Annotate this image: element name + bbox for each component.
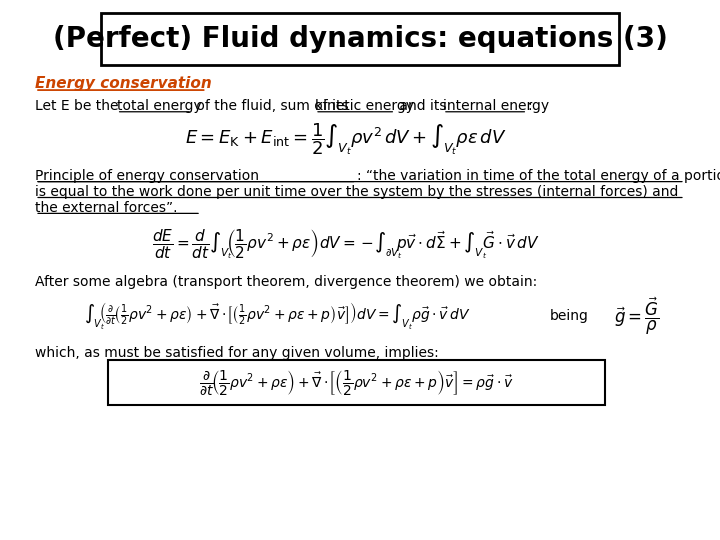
Text: Let E be the: Let E be the bbox=[35, 99, 123, 113]
Text: :: : bbox=[527, 99, 532, 113]
Text: is equal to the work done per unit time over the system by the stresses (interna: is equal to the work done per unit time … bbox=[35, 185, 678, 199]
Text: Principle of energy conservation: Principle of energy conservation bbox=[35, 169, 259, 183]
Text: kinetic energy: kinetic energy bbox=[315, 99, 414, 113]
FancyBboxPatch shape bbox=[101, 13, 619, 65]
Text: Energy conservation: Energy conservation bbox=[35, 76, 212, 91]
Text: $\int_{V_t}\!\!\left(\frac{\partial}{\partial t}\!\left(\frac{1}{2}\rho v^2 + \r: $\int_{V_t}\!\!\left(\frac{\partial}{\pa… bbox=[84, 300, 470, 332]
FancyBboxPatch shape bbox=[108, 360, 606, 405]
Text: the external forces”.: the external forces”. bbox=[35, 200, 178, 214]
Text: $\vec{g} = \dfrac{\vec{G}}{\rho}$: $\vec{g} = \dfrac{\vec{G}}{\rho}$ bbox=[613, 295, 660, 337]
Text: $\dfrac{dE}{dt} = \dfrac{d}{dt}\int_{V_t}\!\!\left(\dfrac{1}{2}\rho v^2 + \rho\v: $\dfrac{dE}{dt} = \dfrac{d}{dt}\int_{V_t… bbox=[152, 228, 540, 261]
Text: internal energy: internal energy bbox=[443, 99, 549, 113]
Text: (Perfect) Fluid dynamics: equations (3): (Perfect) Fluid dynamics: equations (3) bbox=[53, 25, 667, 53]
Text: $\dfrac{\partial}{\partial t}\!\left(\dfrac{1}{2}\rho v^2+\rho\varepsilon\right): $\dfrac{\partial}{\partial t}\!\left(\df… bbox=[199, 368, 514, 397]
Text: total energy: total energy bbox=[117, 99, 202, 113]
Text: being: being bbox=[550, 309, 589, 323]
Text: and its: and its bbox=[395, 99, 451, 113]
Text: which, as must be satisfied for any given volume, implies:: which, as must be satisfied for any give… bbox=[35, 346, 439, 360]
Text: After some algebra (transport theorem, divergence theorem) we obtain:: After some algebra (transport theorem, d… bbox=[35, 275, 537, 289]
Text: of the fluid, sum of its: of the fluid, sum of its bbox=[192, 99, 353, 113]
Text: : “the variation in time of the total energy of a portion of fluid: : “the variation in time of the total en… bbox=[356, 169, 720, 183]
Text: $E = E_{\rm K} + E_{\rm int} = \dfrac{1}{2}\int_{V_t} \rho v^2 \, dV + \int_{V_t: $E = E_{\rm K} + E_{\rm int} = \dfrac{1}… bbox=[186, 121, 507, 157]
